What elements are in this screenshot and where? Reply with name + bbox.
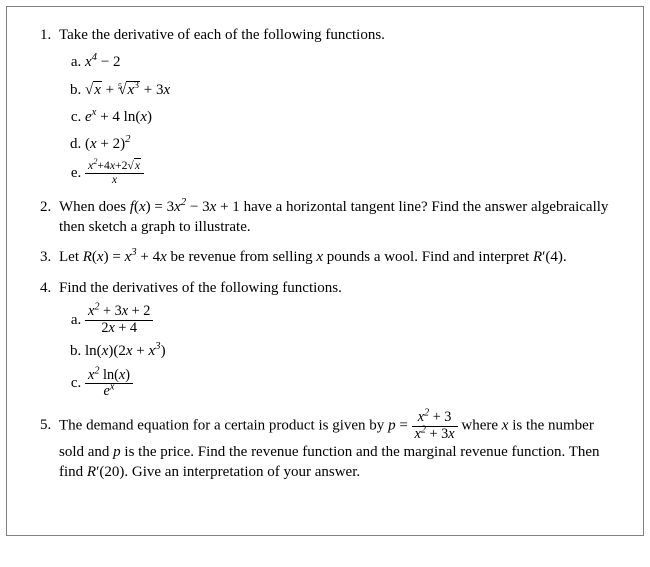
expr-1c: ex + 4 ln(x) <box>85 109 152 125</box>
problem-4-prompt: Find the derivatives of the following fu… <box>59 280 342 296</box>
problem-1c: ex + 4 ln(x) <box>85 106 619 129</box>
problem-4: Find the derivatives of the following fu… <box>55 278 619 400</box>
problem-5-text-a: The demand equation for a certain produc… <box>59 417 388 433</box>
problem-1d: (x + 2)2 <box>85 133 619 156</box>
problem-5-text-e: . Give an interpretation of your answer. <box>124 464 360 480</box>
problem-4a: x2 + 3x + 2 2x + 4 <box>85 304 619 336</box>
target-3: R′(4) <box>533 249 563 265</box>
expr-1e: x2+4x+2x x <box>85 165 144 181</box>
problem-1-prompt: Take the derivative of each of the follo… <box>59 27 385 43</box>
problem-3-text-a: Let <box>59 249 83 265</box>
expr-4c: x2 ln(x) ex <box>85 375 133 391</box>
expr-5-frac: x2 + 3 x2 + 3x <box>412 417 462 433</box>
problem-1: Take the derivative of each of the follo… <box>55 25 619 187</box>
problem-2: When does f(x) = 3x2 − 3x + 1 have a hor… <box>55 197 619 238</box>
var-5: x <box>502 417 509 433</box>
problem-1e: x2+4x+2x x <box>85 160 619 187</box>
expr-5-lhs: p = <box>388 417 411 433</box>
problem-1b: x + 5x3 + 3x <box>85 79 619 102</box>
problem-4b: ln(x)(2x + x3) <box>85 340 619 363</box>
problem-4c: x2 ln(x) ex <box>85 368 619 400</box>
target-5: R′(20) <box>87 464 124 480</box>
problem-2-text-a: When does <box>59 199 130 215</box>
page-container: Take the derivative of each of the follo… <box>6 6 644 536</box>
expr-2: f(x) = 3x2 − 3x + 1 <box>130 199 240 215</box>
problem-4-sublist: x2 + 3x + 2 2x + 4 ln(x)(2x + x3) x2 ln(… <box>59 304 619 400</box>
problem-3: Let R(x) = x3 + 4x be revenue from selli… <box>55 247 619 267</box>
problem-3-text-d: . <box>563 249 567 265</box>
problem-3-text-b: be revenue from selling <box>171 249 317 265</box>
expr-4b: ln(x)(2x + x3) <box>85 343 166 359</box>
problem-1a: x4 − 2 <box>85 51 619 74</box>
problem-1-sublist: x4 − 2 x + 5x3 + 3x ex + 4 ln(x) (x + 2)… <box>59 51 619 187</box>
expr-3: R(x) = x3 + 4x <box>83 249 167 265</box>
problem-5: The demand equation for a certain produc… <box>55 410 619 483</box>
expr-1b: x + 5x3 + 3x <box>85 82 170 98</box>
expr-1a: x4 − 2 <box>85 54 121 70</box>
expr-1d: (x + 2)2 <box>85 136 131 152</box>
expr-4a: x2 + 3x + 2 2x + 4 <box>85 312 153 328</box>
problem-3-text-c: pounds a wool. Find and interpret <box>327 249 533 265</box>
var-5b: p <box>113 444 121 460</box>
problem-5-text-b: where <box>461 417 501 433</box>
var-3: x <box>316 249 323 265</box>
problem-list: Take the derivative of each of the follo… <box>35 25 619 483</box>
